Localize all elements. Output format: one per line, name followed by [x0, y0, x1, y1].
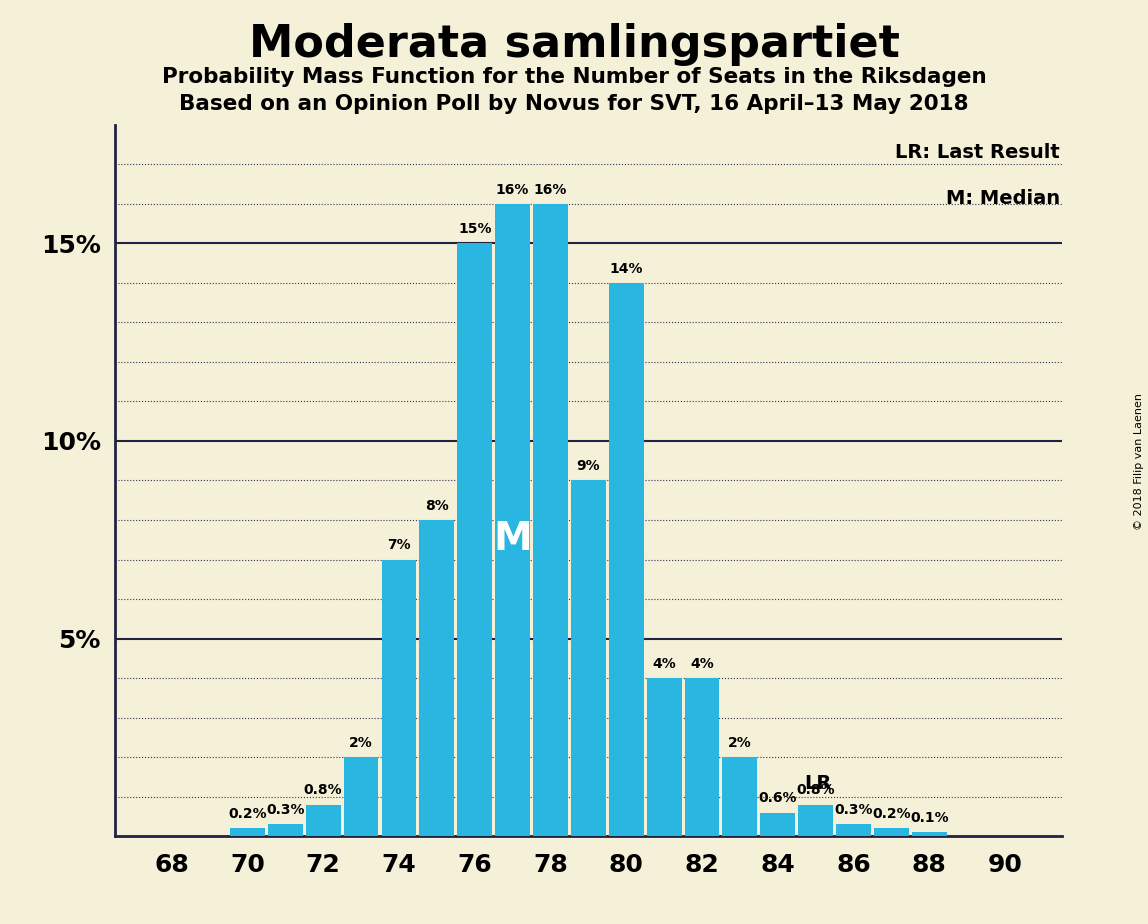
Text: 0.1%: 0.1% [910, 811, 948, 825]
Text: Based on an Opinion Poll by Novus for SVT, 16 April–13 May 2018: Based on an Opinion Poll by Novus for SV… [179, 94, 969, 115]
Text: 0.6%: 0.6% [759, 791, 797, 806]
Bar [230, 828, 265, 836]
Bar [608, 283, 644, 836]
Text: M: Median: M: Median [946, 188, 1060, 208]
Text: Probability Mass Function for the Number of Seats in the Riksdagen: Probability Mass Function for the Number… [162, 67, 986, 87]
Bar [419, 520, 455, 836]
Text: © 2018 Filip van Laenen: © 2018 Filip van Laenen [1134, 394, 1143, 530]
Bar [457, 243, 492, 836]
Text: Moderata samlingspartiet: Moderata samlingspartiet [249, 23, 899, 67]
Bar [836, 824, 871, 836]
Text: 15%: 15% [458, 222, 491, 237]
Bar [798, 805, 833, 836]
Text: 9%: 9% [576, 459, 600, 473]
Text: M: M [494, 520, 532, 558]
Bar [343, 757, 379, 836]
Bar [305, 805, 341, 836]
Text: 4%: 4% [652, 657, 676, 671]
Bar [533, 204, 568, 836]
Bar [722, 757, 758, 836]
Bar [874, 828, 909, 836]
Text: LR: LR [805, 773, 831, 793]
Text: 14%: 14% [610, 261, 643, 275]
Text: 0.3%: 0.3% [835, 803, 872, 817]
Bar [267, 824, 303, 836]
Text: 2%: 2% [349, 736, 373, 750]
Bar [571, 480, 606, 836]
Text: 2%: 2% [728, 736, 752, 750]
Text: 0.2%: 0.2% [872, 808, 910, 821]
Text: 16%: 16% [496, 183, 529, 197]
Text: 4%: 4% [690, 657, 714, 671]
Bar [646, 678, 682, 836]
Text: 0.2%: 0.2% [228, 808, 266, 821]
Text: 8%: 8% [425, 499, 449, 513]
Bar [381, 560, 417, 836]
Text: 0.3%: 0.3% [266, 803, 304, 817]
Bar [760, 812, 796, 836]
Bar [684, 678, 720, 836]
Bar [912, 833, 947, 836]
Text: 0.8%: 0.8% [304, 784, 342, 797]
Text: LR: Last Result: LR: Last Result [895, 142, 1060, 162]
Text: 16%: 16% [534, 183, 567, 197]
Bar [495, 204, 530, 836]
Text: 7%: 7% [387, 539, 411, 553]
Text: 0.8%: 0.8% [797, 784, 835, 797]
